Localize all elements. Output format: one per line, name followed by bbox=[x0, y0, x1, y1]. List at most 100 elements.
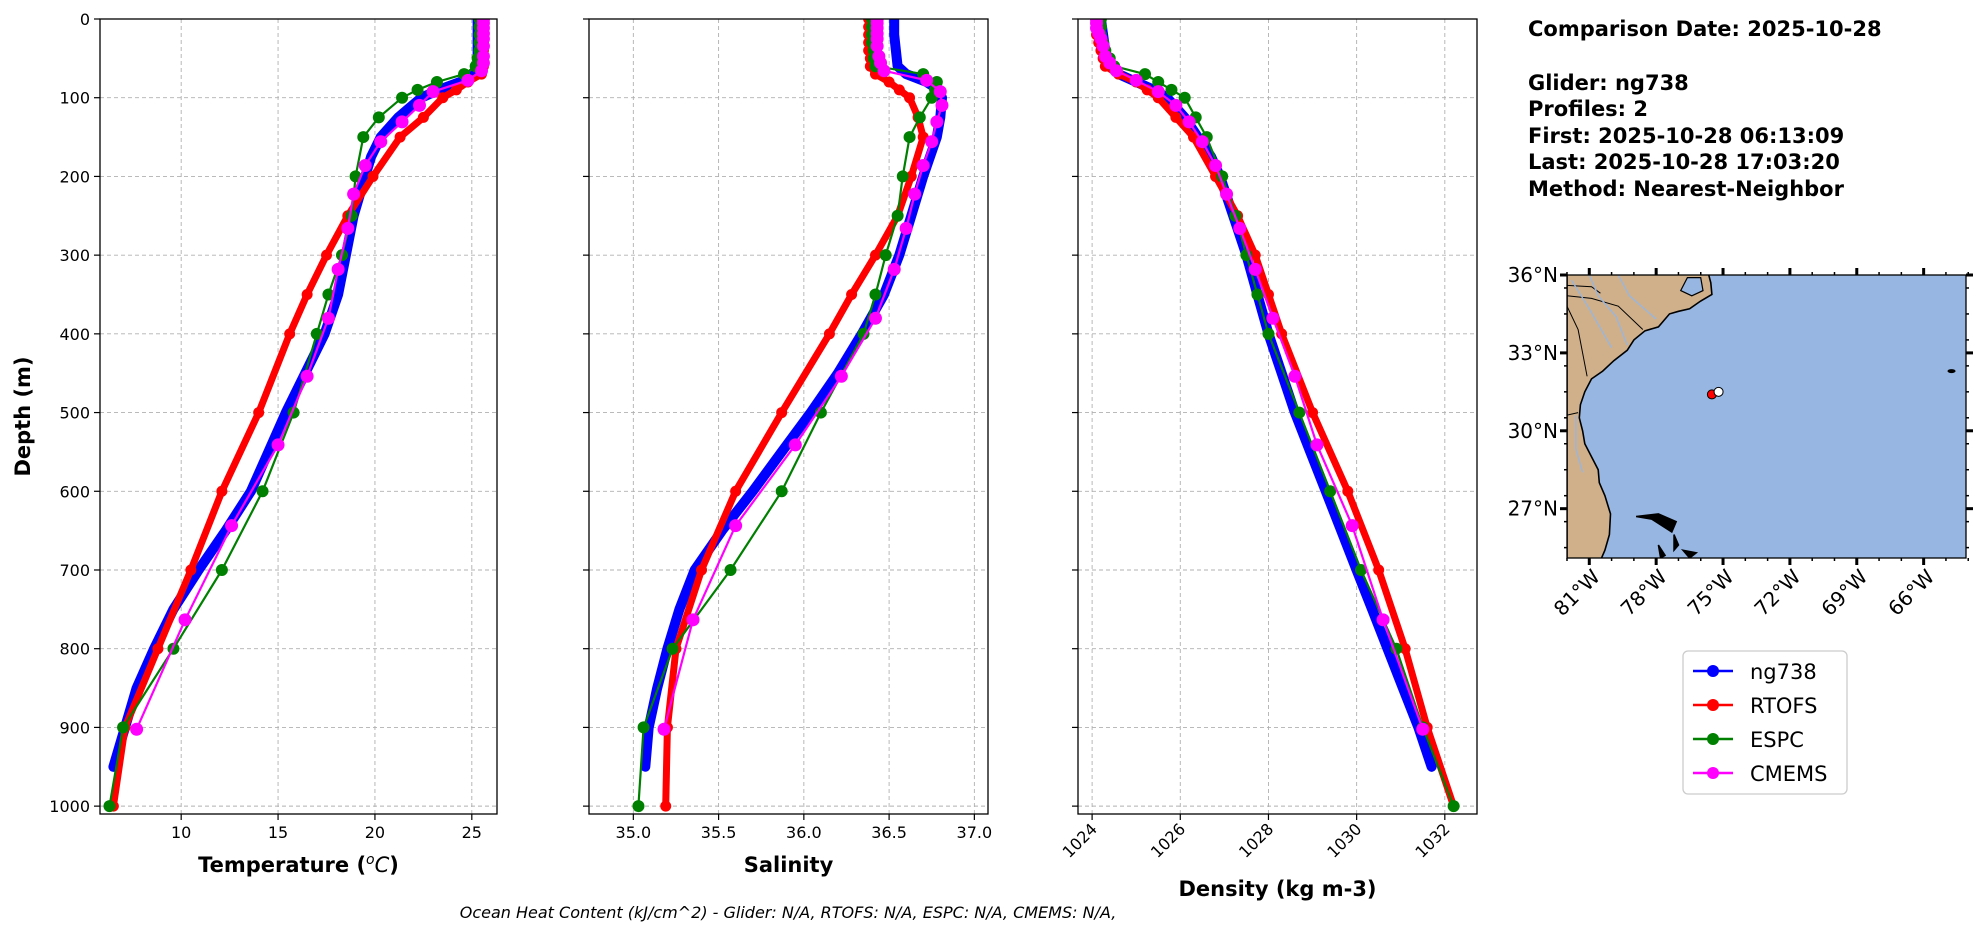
data-point-rtofs bbox=[660, 800, 672, 812]
data-point-cmems bbox=[271, 438, 285, 452]
data-point-espc bbox=[637, 721, 650, 734]
lat-tick-label: 30°N bbox=[1508, 419, 1558, 443]
data-point-espc bbox=[903, 131, 916, 144]
y-tick-label: 300 bbox=[59, 246, 90, 265]
state-border bbox=[1567, 295, 1644, 330]
data-point-espc bbox=[1293, 406, 1306, 419]
y-tick-label: 600 bbox=[59, 482, 90, 501]
lon-tick-label: 81°W bbox=[1549, 564, 1605, 620]
data-point-cmems bbox=[1233, 221, 1247, 235]
glider-location-marker bbox=[1713, 386, 1724, 397]
legend-label: RTOFS bbox=[1750, 694, 1817, 718]
x-tick-label: 1026 bbox=[1147, 819, 1189, 861]
data-point-cmems bbox=[1209, 158, 1223, 172]
location-map: 36°N 33°N 30°N 27°N 81°W 78°W 75°W 72°W 69°W 66°W bbox=[1508, 263, 1973, 621]
legend: ng738 RTOFS ESPC CMEMS bbox=[1682, 650, 1848, 795]
y-tick-label: 200 bbox=[59, 167, 90, 186]
data-point-cmems bbox=[225, 519, 239, 533]
glider-name: Glider: ng738 bbox=[1528, 71, 1689, 95]
data-point-espc bbox=[310, 327, 323, 340]
lon-tick-label: 66°W bbox=[1883, 564, 1939, 620]
data-point-cmems bbox=[1195, 135, 1209, 149]
data-point-rtofs bbox=[394, 131, 406, 143]
data-point-espc bbox=[1355, 563, 1368, 576]
bahamas-island bbox=[1657, 544, 1667, 558]
state-border bbox=[1567, 305, 1588, 377]
data-point-rtofs bbox=[869, 249, 881, 261]
data-point-cmems bbox=[1376, 613, 1390, 627]
data-point-espc bbox=[430, 75, 443, 88]
river bbox=[1588, 275, 1628, 346]
x-axis-label-part: o bbox=[366, 852, 375, 868]
data-point-cmems bbox=[300, 369, 314, 383]
data-point-rtofs bbox=[417, 111, 429, 123]
x-tick-label: 10 bbox=[171, 823, 191, 842]
axes-frame bbox=[99, 18, 498, 815]
data-point-cmems bbox=[178, 613, 192, 627]
temperature-chart: 10 15 20 25 0 100 200 300 400 500 600 700 800 900 1000… bbox=[11, 10, 498, 877]
data-point-rtofs bbox=[905, 170, 917, 182]
series-line-ng738 bbox=[1095, 19, 1437, 772]
data-point-espc bbox=[1251, 288, 1264, 301]
data-point-rtofs bbox=[893, 84, 905, 96]
density-chart: 1024 1026 1028 1030 1032 Density (kg m-3) bbox=[1059, 18, 1478, 901]
data-point-rtofs bbox=[696, 564, 708, 576]
data-point-cmems bbox=[1416, 722, 1430, 736]
data-point-espc bbox=[724, 563, 737, 576]
data-point-rtofs bbox=[185, 564, 197, 576]
data-point-cmems bbox=[476, 39, 490, 53]
salinity-chart: 35.0 35.5 36.0 36.5 37.0 Salinity bbox=[583, 18, 992, 877]
bahamas-island bbox=[1673, 534, 1680, 553]
data-point-rtofs bbox=[437, 92, 449, 104]
y-tick-label: 100 bbox=[59, 89, 90, 108]
data-point-espc bbox=[869, 288, 882, 301]
data-point-cmems bbox=[870, 39, 884, 53]
data-point-rtofs bbox=[367, 170, 379, 182]
data-point-espc bbox=[879, 249, 892, 262]
data-point-rtofs bbox=[320, 249, 332, 261]
y-tick-label: 800 bbox=[59, 640, 90, 659]
data-point-rtofs bbox=[284, 328, 296, 340]
data-point-cmems bbox=[899, 221, 913, 235]
data-point-cmems bbox=[933, 85, 947, 99]
data-point-cmems bbox=[1248, 262, 1262, 276]
legend-marker-icon bbox=[1707, 699, 1719, 711]
data-point-cmems bbox=[887, 262, 901, 276]
lat-tick-label: 36°N bbox=[1508, 263, 1558, 287]
x-tick-label: 1028 bbox=[1235, 819, 1277, 861]
legend-item-cmems: CMEMS bbox=[1693, 762, 1828, 786]
x-tick-label: 35.0 bbox=[616, 823, 652, 842]
data-point-espc bbox=[775, 485, 788, 498]
data-point-cmems bbox=[908, 187, 922, 201]
legend-label: ng738 bbox=[1750, 660, 1817, 684]
map-frame bbox=[1566, 274, 1967, 559]
x-tick-label: 36.5 bbox=[871, 823, 907, 842]
data-point-espc bbox=[632, 800, 645, 813]
data-point-rtofs bbox=[1399, 643, 1411, 655]
x-tick-label: 1032 bbox=[1411, 819, 1453, 861]
data-point-rtofs bbox=[1373, 564, 1385, 576]
first-time: First: 2025-10-28 06:13:09 bbox=[1528, 124, 1844, 148]
data-point-rtofs bbox=[216, 485, 228, 497]
data-point-espc bbox=[857, 327, 870, 340]
x-tick-label: 1024 bbox=[1059, 819, 1101, 861]
data-point-cmems bbox=[686, 613, 700, 627]
data-point-cmems bbox=[925, 135, 939, 149]
data-point-cmems bbox=[461, 73, 475, 87]
data-point-cmems bbox=[1345, 519, 1359, 533]
y-tick-label: 0 bbox=[80, 10, 90, 29]
data-point-rtofs bbox=[1307, 407, 1319, 419]
series-group bbox=[103, 19, 490, 813]
lat-tick-label: 27°N bbox=[1508, 497, 1558, 521]
y-tick-label: 900 bbox=[59, 718, 90, 737]
data-point-espc bbox=[1139, 68, 1152, 81]
legend-item-rtofs: RTOFS bbox=[1693, 694, 1817, 718]
bahamas-island bbox=[1635, 513, 1678, 534]
data-point-cmems bbox=[729, 519, 743, 533]
data-point-cmems bbox=[341, 221, 355, 235]
legend-label: ESPC bbox=[1750, 728, 1804, 752]
axes-frame bbox=[588, 18, 989, 815]
data-point-espc bbox=[411, 83, 424, 96]
data-point-rtofs bbox=[1342, 485, 1354, 497]
